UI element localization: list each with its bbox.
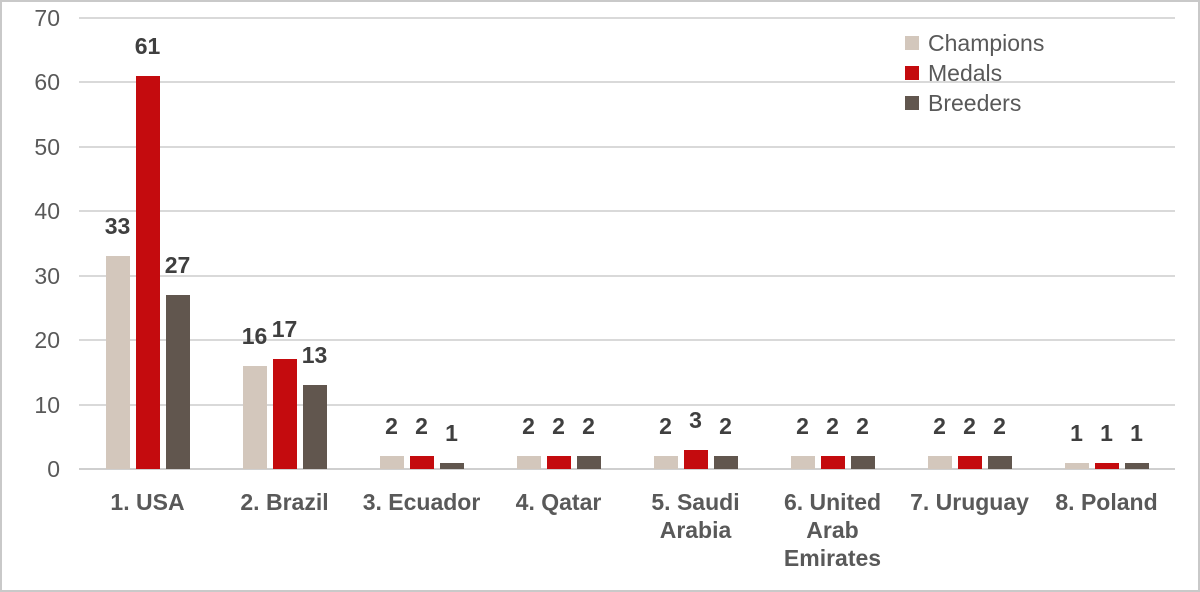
x-axis-line [79,468,1175,470]
bar-champions [516,456,541,469]
legend-swatch-icon [905,96,919,110]
category-label: 6. United Arab Emirates [783,489,882,571]
bar-medals [546,456,571,469]
bar-value-label: 3 [689,406,702,433]
bar-medals [135,75,160,469]
category-label: 4. Qatar [515,489,602,515]
bar-value-label: 2 [856,413,869,440]
bar-value-label: 2 [582,413,595,440]
bar-value-label: 2 [933,413,946,440]
legend-item-breeders: Breeders [905,88,1044,118]
bar-value-label: 61 [134,32,161,59]
bar-value-label: 2 [552,413,565,440]
bar-value-label: 2 [522,413,535,440]
bar-breeders [165,294,190,469]
y-axis-tick-label: 50 [34,133,60,160]
category-label: 1. USA [110,489,185,515]
bar-value-label: 13 [301,342,328,369]
bar-value-label: 16 [241,322,268,349]
bar-breeders [987,456,1012,469]
gridline [79,16,1175,19]
bar-value-label: 2 [719,413,732,440]
bar-value-label: 27 [164,251,191,278]
bar-value-label: 2 [826,413,839,440]
bar-medals [1094,462,1119,469]
bar-value-label: 1 [1130,419,1143,446]
bar-champions [1064,462,1089,469]
category-label: 7. Uruguay [910,489,1029,515]
bar-value-label: 1 [1100,419,1113,446]
legend-label: Breeders [928,89,1022,116]
y-axis-tick-label: 60 [34,69,60,95]
legend-item-champions: Champions [905,28,1044,58]
bar-value-label: 1 [445,419,458,446]
bar-medals [957,456,982,469]
y-axis-tick-label: 10 [34,391,60,418]
legend: Champions Medals Breeders [905,28,1044,118]
bar-champions [653,456,678,469]
bar-champions [242,365,267,469]
y-axis-tick-label: 0 [47,456,60,482]
bar-breeders [439,462,464,469]
bar-value-label: 1 [1070,419,1083,446]
bar-champions [927,456,952,469]
category-label: 2. Brazil [240,489,329,515]
bar-value-label: 2 [993,413,1006,440]
category-label: 3. Ecuador [362,489,481,515]
bar-breeders [713,456,738,469]
legend-item-medals: Medals [905,58,1044,88]
gridline [79,274,1175,277]
bar-value-label: 2 [963,413,976,440]
bar-breeders [1124,462,1149,469]
gridline [79,403,1175,406]
y-axis-tick-label: 70 [34,4,60,31]
gridline [79,145,1175,148]
bar-breeders [850,456,875,469]
bar-value-label: 2 [385,413,398,440]
bar-champions [105,256,130,469]
bar-value-label: 2 [659,413,672,440]
y-axis-tick-label: 30 [34,262,60,289]
bar-breeders [302,385,327,469]
bar-value-label: 33 [104,213,131,240]
category-label: 5. Saudi Arabia [651,489,740,543]
y-axis-tick-label: 40 [34,198,60,224]
legend-swatch-icon [905,36,919,50]
category-label: 8. Poland [1055,489,1158,515]
bar-value-label: 2 [415,413,428,440]
bar-champions [379,456,404,469]
gridline [79,339,1175,341]
gridline [79,210,1175,212]
bar-breeders [576,456,601,469]
legend-swatch-icon [905,66,919,80]
bar-medals [683,449,708,469]
legend-label: Medals [928,59,1003,86]
bar-medals [272,359,297,469]
legend-label: Champions [928,29,1045,56]
y-axis-tick-label: 20 [34,327,60,353]
bar-medals [409,456,434,469]
bar-value-label: 2 [796,413,809,440]
bar-medals [820,456,845,469]
gridline [79,81,1175,83]
bar-value-label: 17 [271,316,298,343]
bar-champions [790,456,815,469]
